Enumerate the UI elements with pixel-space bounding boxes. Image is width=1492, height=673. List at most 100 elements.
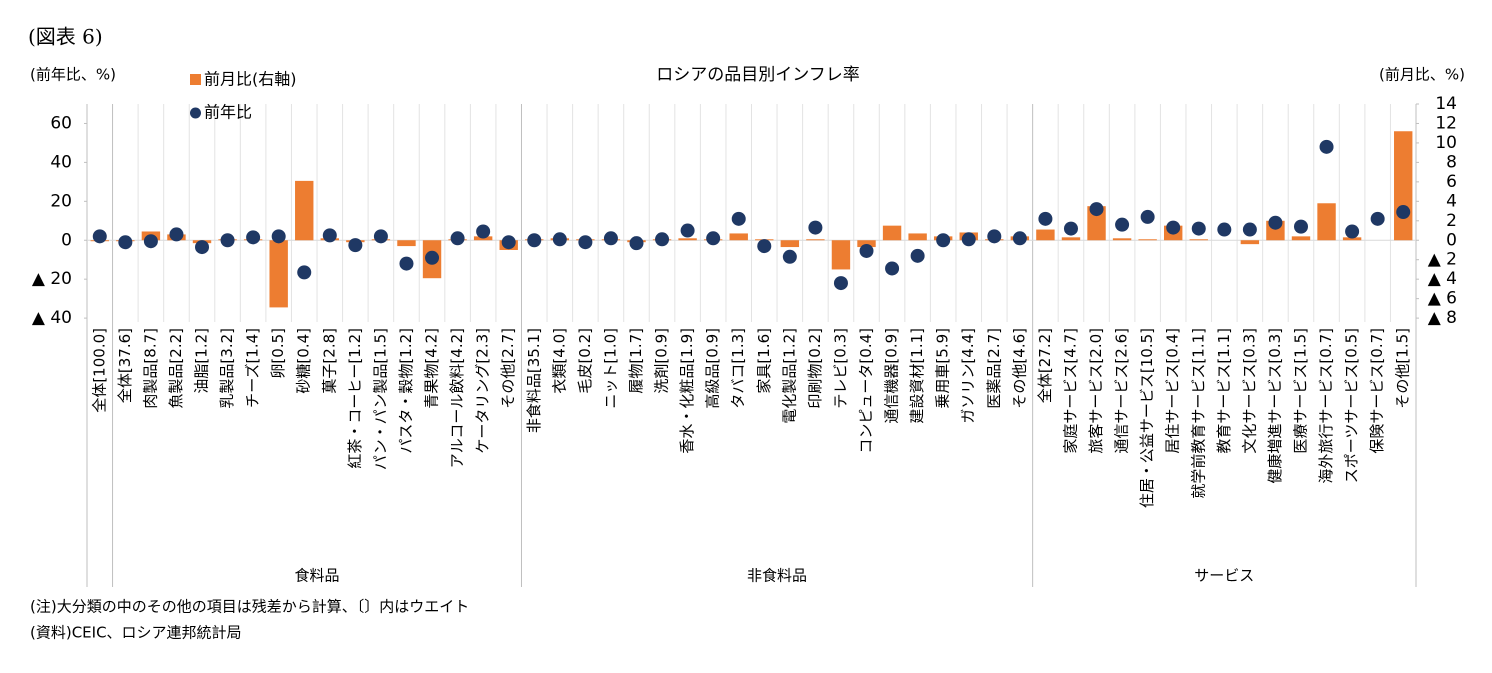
legend-label: 前月比(右軸) bbox=[204, 70, 297, 89]
dot bbox=[1038, 211, 1053, 226]
y-tick-label: 0 bbox=[61, 230, 72, 250]
dot bbox=[118, 235, 133, 250]
bar bbox=[831, 240, 851, 270]
dot bbox=[1268, 215, 1283, 230]
note: (注)大分類の中のその他の項目は残差から計算、〔〕内はウエイト bbox=[30, 598, 469, 616]
bar bbox=[269, 240, 288, 308]
x-tick-label: 保険サービス[0.7] bbox=[1368, 328, 1386, 454]
bar bbox=[908, 233, 927, 241]
group-label: 非食料品 bbox=[747, 567, 807, 585]
x-tick-label: 毛皮[0.2] bbox=[576, 328, 594, 394]
x-tick-label: 印刷物[0.2] bbox=[806, 328, 824, 409]
x-tick-label: 住居・公益サービス[10.5] bbox=[1138, 328, 1156, 508]
dot bbox=[1012, 231, 1027, 246]
y2-tick-label: 10 bbox=[1435, 133, 1457, 153]
x-tick-label: 菓子[2.8] bbox=[320, 328, 338, 394]
x-tick-label: 衣類[4.0] bbox=[550, 328, 568, 394]
dot bbox=[501, 235, 516, 250]
dot bbox=[1345, 224, 1360, 239]
bar bbox=[857, 240, 876, 248]
x-tick-label: 非食料品[35.1] bbox=[525, 328, 543, 433]
x-tick-label: ガソリン[4.4] bbox=[959, 328, 977, 424]
bar bbox=[1342, 237, 1362, 241]
y-tick-label: ▲ 40 bbox=[32, 308, 72, 328]
bar bbox=[397, 240, 416, 247]
dot bbox=[348, 238, 363, 253]
x-tick-label: 油脂[1.2] bbox=[193, 328, 211, 394]
x-tick-label: 海外旅行サービス[0.7] bbox=[1317, 328, 1335, 484]
y2-tick-label: 0 bbox=[1446, 230, 1457, 250]
x-tick-label: 家具[1.6] bbox=[755, 328, 773, 394]
dot bbox=[425, 250, 440, 265]
x-tick-label: ニット[1.0] bbox=[601, 328, 619, 409]
x-tick-label: 家庭サービス[4.7] bbox=[1061, 328, 1079, 454]
bar bbox=[1138, 239, 1157, 241]
x-tick-label: その他[1.5] bbox=[1394, 328, 1412, 409]
x-tick-label: 青果物[4.2] bbox=[423, 328, 441, 409]
note: (資料)CEIC、ロシア連邦統計局 bbox=[30, 624, 242, 642]
x-tick-label: テレビ[0.3] bbox=[831, 328, 849, 409]
dot bbox=[1089, 202, 1104, 217]
group-label: サービス bbox=[1194, 567, 1254, 585]
bar bbox=[1394, 131, 1413, 241]
y2-tick-label: 6 bbox=[1446, 172, 1457, 192]
dot bbox=[1063, 221, 1078, 236]
x-tick-label: 通信機器[0.9] bbox=[883, 328, 901, 424]
x-tick-label: 香水・化粧品[1.9] bbox=[678, 328, 696, 454]
dot bbox=[450, 231, 465, 246]
x-tick-label: アルコール飲料[4.2] bbox=[448, 328, 466, 468]
x-tick-label: 医薬品[2.7] bbox=[985, 328, 1003, 409]
dot bbox=[680, 223, 695, 238]
bar bbox=[1317, 203, 1336, 241]
x-tick-label: 紅茶・コーヒー[1.2] bbox=[346, 328, 364, 469]
x-tick-label: 乳製品[3.2] bbox=[218, 328, 236, 409]
dot bbox=[246, 230, 261, 245]
y2-tick-label: 8 bbox=[1446, 152, 1457, 172]
dot bbox=[1396, 205, 1411, 220]
x-tick-label: タバコ[1.3] bbox=[729, 328, 747, 409]
x-tick-label: 卵[0.5] bbox=[269, 328, 287, 379]
bar bbox=[806, 239, 825, 241]
x-tick-label: 全体[37.6] bbox=[116, 328, 134, 403]
dot bbox=[910, 248, 925, 263]
dot bbox=[373, 229, 388, 244]
legend-swatch bbox=[190, 107, 201, 119]
dot bbox=[1217, 222, 1232, 237]
dot bbox=[757, 239, 772, 254]
x-tick-label: 教育サービス[1.1] bbox=[1215, 328, 1233, 454]
x-tick-label: パスタ・穀物[1.2] bbox=[397, 328, 415, 454]
dot bbox=[1319, 139, 1334, 154]
chart-title: ロシアの品目別インフレ率 bbox=[656, 65, 860, 85]
dot bbox=[629, 236, 644, 251]
y2-tick-label: 12 bbox=[1435, 113, 1457, 133]
dot bbox=[92, 229, 107, 244]
bar bbox=[780, 240, 800, 248]
dot bbox=[552, 232, 567, 247]
bar bbox=[1291, 236, 1311, 241]
dot bbox=[808, 220, 823, 235]
x-tick-label: ケータリング[2.3] bbox=[474, 328, 492, 454]
y2-tick-label: ▲ 4 bbox=[1428, 269, 1457, 289]
x-tick-label: 医療サービス[1.5] bbox=[1291, 328, 1309, 454]
dot bbox=[297, 265, 312, 280]
x-tick-label: 肉製品[8.7] bbox=[141, 328, 159, 409]
x-tick-label: 健康増進サービス[0.3] bbox=[1266, 328, 1284, 484]
figure-label: (図表 6) bbox=[28, 25, 103, 49]
y-axis-label: (前年比、%) bbox=[30, 66, 116, 84]
y-tick-label: 60 bbox=[50, 113, 72, 133]
dot bbox=[578, 235, 593, 250]
dot bbox=[1191, 221, 1206, 236]
bar bbox=[1061, 237, 1081, 241]
bar bbox=[882, 225, 902, 241]
x-tick-label: 旅客サービス[2.0] bbox=[1087, 328, 1105, 454]
dot bbox=[195, 240, 210, 255]
x-tick-label: その他[4.6] bbox=[1010, 328, 1028, 409]
dot bbox=[833, 276, 848, 291]
x-tick-label: 建設資材[1.1] bbox=[908, 328, 926, 424]
x-tick-label: チーズ[1.4] bbox=[244, 328, 262, 408]
dot bbox=[961, 232, 976, 247]
dot bbox=[1293, 219, 1308, 234]
dot bbox=[527, 233, 542, 248]
dot bbox=[936, 233, 951, 248]
